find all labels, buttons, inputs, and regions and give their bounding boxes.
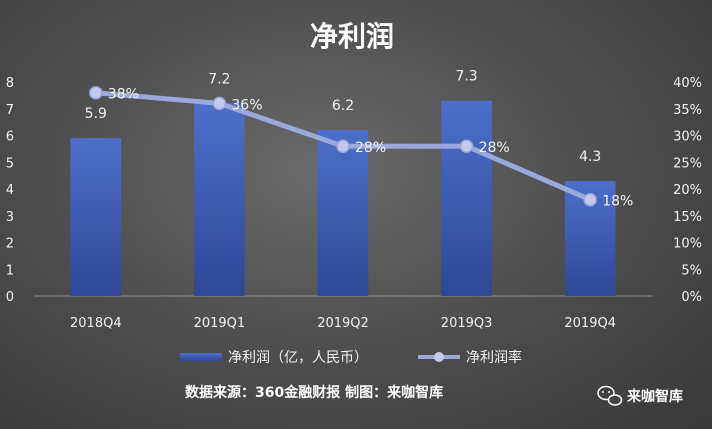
bar-value-label: 4.3 xyxy=(579,149,601,165)
left-tick-label: 5 xyxy=(6,156,14,171)
legend-swatch-bar xyxy=(180,353,222,361)
margin-point-2018q4 xyxy=(89,85,103,100)
left-tick-label: 1 xyxy=(6,263,14,278)
bar-series xyxy=(70,100,616,297)
category-label: 2018Q4 xyxy=(70,316,122,331)
bar-value-label: 5.9 xyxy=(85,106,107,122)
bar-2019q1 xyxy=(194,103,245,297)
category-label: 2019Q3 xyxy=(441,316,493,331)
margin-value-label: 36% xyxy=(231,97,262,113)
legend-swatch-marker xyxy=(434,352,444,362)
right-tick-label: 25% xyxy=(673,156,702,171)
brand-name: 来咖智库 xyxy=(626,388,683,405)
bar-value-label: 6.2 xyxy=(332,98,354,114)
margin-value-label: 18% xyxy=(602,194,633,210)
bar-value-label: 7.2 xyxy=(208,71,230,87)
margin-value-label: 28% xyxy=(479,140,510,156)
right-tick-label: 5% xyxy=(681,263,702,278)
margin-point-2019q1 xyxy=(212,96,227,111)
right-tick-label: 0% xyxy=(681,290,702,305)
category-labels: 2018Q4 2019Q1 2019Q2 2019Q3 2019Q4 xyxy=(70,316,616,331)
margin-point-2019q3 xyxy=(459,139,474,153)
category-label: 2019Q2 xyxy=(317,316,369,331)
right-tick-label: 35% xyxy=(673,103,702,118)
bar-value-label: 7.3 xyxy=(455,69,477,85)
category-label: 2019Q4 xyxy=(564,316,616,331)
right-tick-label: 15% xyxy=(673,210,702,225)
chart-title: 净利润 xyxy=(310,20,394,53)
margin-point-2019q2 xyxy=(336,139,350,153)
left-y-axis: 0 1 2 3 4 5 6 7 8 xyxy=(6,76,14,305)
legend-label-bar: 净利润（亿，人民币） xyxy=(228,350,368,366)
bar-2019q2 xyxy=(317,130,369,296)
left-tick-label: 7 xyxy=(6,103,14,118)
left-tick-label: 2 xyxy=(6,237,14,252)
bar-2019q3 xyxy=(441,100,492,296)
margin-value-label: 38% xyxy=(108,87,139,103)
wechat-icon xyxy=(597,385,623,406)
legend: 净利润（亿，人民币） 净利润率 xyxy=(180,349,522,366)
left-tick-label: 3 xyxy=(6,210,14,225)
line-value-labels: 38% 36% 28% 28% 18% xyxy=(108,87,634,210)
right-tick-label: 10% xyxy=(673,237,702,252)
right-tick-label: 20% xyxy=(673,183,702,198)
bar-2018q4 xyxy=(70,138,122,296)
category-label: 2019Q1 xyxy=(194,316,246,331)
left-tick-label: 4 xyxy=(6,183,14,198)
margin-value-label: 28% xyxy=(355,140,386,156)
left-tick-label: 6 xyxy=(6,130,14,145)
legend-label-line: 净利润率 xyxy=(466,349,522,366)
right-y-axis: 0% 5% 10% 15% 20% 25% 30% 35% 40% xyxy=(673,76,702,305)
left-tick-label: 0 xyxy=(6,290,14,305)
left-tick-label: 8 xyxy=(6,76,14,91)
brand: 来咖智库 xyxy=(597,385,683,406)
right-tick-label: 40% xyxy=(673,76,702,91)
bar-value-labels: 5.9 7.2 6.2 7.3 4.3 xyxy=(85,69,602,165)
right-tick-label: 30% xyxy=(673,130,702,145)
margin-point-2019q4 xyxy=(583,192,597,207)
line-series xyxy=(89,85,597,207)
source-note: 数据来源：360金融财报 制图：来咖智库 xyxy=(185,384,443,401)
